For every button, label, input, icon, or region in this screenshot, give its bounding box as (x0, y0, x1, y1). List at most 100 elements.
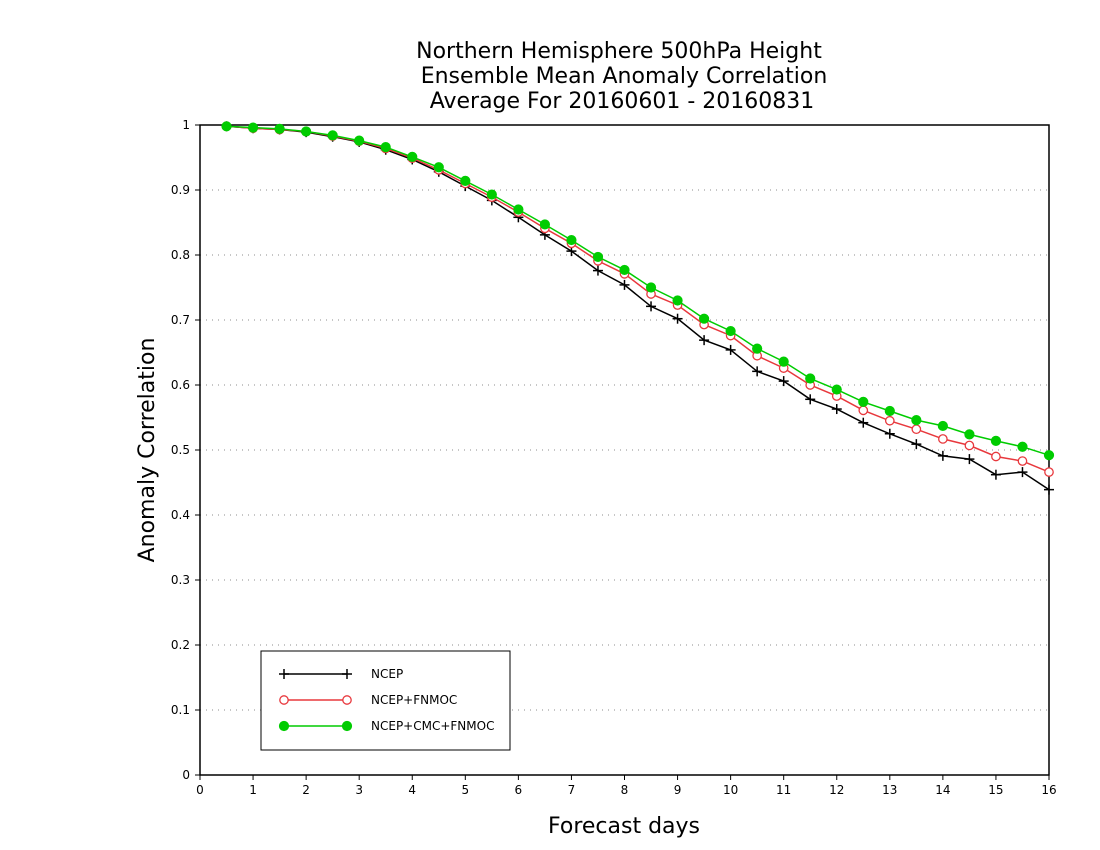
data-point-ncep-cmc-fnmoc (1043, 450, 1055, 461)
y-tick-label: 0.4 (171, 508, 190, 522)
data-point-ncep (884, 428, 895, 439)
x-tick-label: 13 (882, 783, 897, 797)
data-point-ncep-cmc-fnmoc (301, 126, 312, 137)
data-point-ncep-fnmoc (1017, 456, 1028, 466)
x-tick-label: 12 (829, 783, 844, 797)
data-point-ncep-fnmoc (911, 424, 922, 435)
legend-label: NCEP+FNMOC (371, 693, 457, 707)
data-point-ncep-fnmoc (991, 451, 1001, 462)
data-point-ncep-cmc-fnmoc (911, 415, 922, 426)
data-point-ncep (646, 301, 657, 312)
x-tick-label: 9 (674, 783, 682, 797)
y-axis-title: Anomaly Correlation (135, 338, 160, 563)
data-point-ncep-cmc-fnmoc (380, 142, 391, 153)
data-point-ncep-cmc-fnmoc (407, 151, 418, 162)
data-point-ncep (592, 265, 603, 276)
series-ncep (221, 121, 1054, 495)
data-point-ncep-cmc-fnmoc (858, 396, 869, 407)
x-tick-label: 6 (515, 783, 523, 797)
legend-marker (342, 669, 352, 679)
data-point-ncep-cmc-fnmoc (433, 162, 444, 173)
data-point-ncep (752, 366, 763, 377)
data-point-ncep-fnmoc (938, 434, 948, 444)
data-point-ncep-cmc-fnmoc (539, 219, 551, 230)
data-point-ncep-cmc-fnmoc (831, 384, 842, 395)
x-tick-label: 4 (408, 783, 416, 797)
data-point-ncep-cmc-fnmoc (1017, 441, 1028, 452)
series-line-ncep-cmc-fnmoc (226, 125, 1050, 456)
data-point-ncep (911, 439, 922, 450)
data-point-ncep (1044, 484, 1054, 495)
chart-title-line: Average For 20160601 - 20160831 (430, 89, 815, 114)
y-tick-label: 0.3 (171, 573, 190, 587)
x-tick-label: 2 (302, 783, 310, 797)
axis-ticks: 00.10.20.30.40.50.60.70.80.910 1 2 3 4 5 6 7 8 9 1… (171, 118, 1057, 797)
data-point-ncep-cmc-fnmoc (698, 313, 710, 324)
data-point-ncep-cmc-fnmoc (778, 356, 789, 367)
legend-marker (278, 720, 290, 732)
data-point-ncep-cmc-fnmoc (513, 204, 524, 215)
legend-entry-ncep: NCEP (279, 667, 403, 681)
data-point-ncep-cmc-fnmoc (354, 135, 365, 146)
y-tick-label: 0.1 (171, 703, 190, 717)
legend-marker (341, 720, 353, 732)
data-point-ncep-cmc-fnmoc (460, 175, 471, 186)
data-point-ncep (619, 279, 630, 290)
legend-entry-ncep-cmc-fnmoc: NCEP+CMC+FNMOC (278, 719, 494, 733)
y-tick-label: 0.7 (171, 313, 190, 327)
y-tick-label: 1 (182, 118, 190, 132)
data-point-ncep-cmc-fnmoc (247, 122, 259, 133)
y-tick-label: 0 (182, 768, 190, 782)
data-point-ncep-cmc-fnmoc (645, 282, 657, 293)
legend: NCEP NCEP+FNMOC NCEP+CMC+FNMOC (260, 650, 511, 751)
data-point-ncep-fnmoc (858, 405, 869, 416)
data-point-ncep (699, 335, 710, 346)
data-point-ncep-cmc-fnmoc (752, 343, 763, 354)
x-tick-label: 5 (461, 783, 469, 797)
series-ncep-cmc-fnmoc (221, 121, 1055, 461)
data-point-ncep-cmc-fnmoc (327, 130, 338, 141)
data-point-ncep-cmc-fnmoc (990, 435, 1002, 446)
y-tick-label: 0.9 (171, 183, 190, 197)
x-tick-label: 10 (723, 783, 738, 797)
legend-marker (279, 669, 289, 679)
data-point-ncep (858, 417, 869, 428)
data-point-ncep-cmc-fnmoc (672, 295, 683, 306)
legend-entry-ncep-fnmoc: NCEP+FNMOC (279, 693, 457, 707)
data-point-ncep (725, 344, 736, 355)
data-point-ncep (805, 394, 816, 405)
x-tick-label: 11 (776, 783, 791, 797)
x-tick-label: 14 (935, 783, 950, 797)
data-point-ncep-fnmoc (964, 440, 975, 451)
y-tick-label: 0.2 (171, 638, 190, 652)
x-tick-label: 15 (988, 783, 1003, 797)
x-tick-label: 3 (355, 783, 363, 797)
data-point-ncep-cmc-fnmoc (805, 373, 816, 384)
data-point-ncep-cmc-fnmoc (592, 251, 604, 263)
data-point-ncep (990, 469, 1001, 480)
chart-title-line: Ensemble Mean Anomaly Correlation (421, 64, 828, 89)
legend-label: NCEP (371, 667, 403, 681)
data-point-ncep-fnmoc (1044, 467, 1054, 477)
y-tick-label: 0.6 (171, 378, 190, 392)
data-point-ncep-cmc-fnmoc (884, 405, 895, 417)
data-point-ncep-cmc-fnmoc (619, 264, 630, 276)
y-tick-label: 0.8 (171, 248, 190, 262)
data-point-ncep-fnmoc (884, 415, 895, 426)
data-point-ncep-cmc-fnmoc (566, 234, 577, 246)
x-axis-title: Forecast days (548, 814, 700, 839)
data-point-ncep (964, 454, 975, 465)
data-point-ncep (831, 404, 842, 415)
data-point-ncep-cmc-fnmoc (274, 123, 285, 134)
data-point-ncep-cmc-fnmoc (937, 420, 948, 432)
chart-title: Northern Hemisphere 500hPa HeightEnsembl… (416, 39, 827, 114)
x-tick-label: 16 (1041, 783, 1056, 797)
data-point-ncep (1017, 467, 1028, 478)
data-point-ncep (672, 313, 683, 324)
data-point-ncep (778, 376, 789, 387)
series-line-ncep (226, 125, 1050, 491)
legend-marker (342, 695, 352, 705)
data-point-ncep-cmc-fnmoc (221, 121, 232, 132)
x-tick-label: 0 (196, 783, 204, 797)
